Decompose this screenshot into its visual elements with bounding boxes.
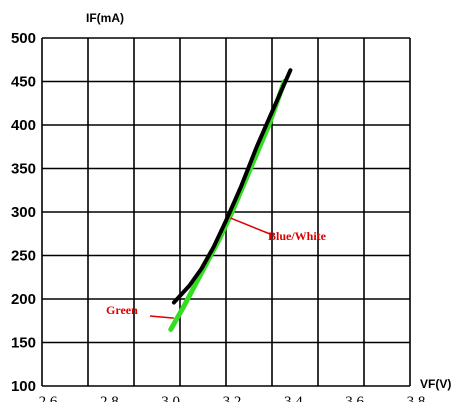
x-tick-label: 3.8 (407, 394, 426, 402)
x-tick-label: 3.2 (223, 394, 242, 402)
annotations: Green Blue/White (106, 217, 327, 319)
y-tick-labels: 100 150 200 250 300 350 400 450 500 (11, 30, 36, 395)
y-tick-label: 100 (11, 378, 36, 395)
annotation-leader-green (149, 315, 174, 319)
annotation-leader-blue-white (230, 217, 271, 235)
x-tick-label: 3.6 (345, 394, 364, 402)
y-tick-label: 300 (11, 204, 36, 221)
x-tick-label: 2.6 (39, 394, 58, 402)
y-tick-label: 250 (11, 248, 36, 265)
x-tick-label: 3.4 (284, 394, 303, 402)
x-axis-label: VF(V) (420, 377, 451, 391)
x-tick-labels: 2.6 2.8 3.0 3.2 3.4 3.6 3.8 (39, 394, 426, 402)
annotation-label-green: Green (106, 303, 138, 317)
grid (41, 37, 411, 387)
series-line-blue-white (171, 68, 293, 305)
x-tick-label: 3.0 (161, 394, 180, 402)
curves (168, 68, 293, 332)
x-tick-label: 2.8 (100, 394, 119, 402)
y-tick-label: 500 (11, 30, 36, 47)
annotation-label-blue-white: Blue/White (268, 229, 327, 243)
y-tick-label: 200 (11, 291, 36, 308)
y-tick-label: 400 (11, 117, 36, 134)
y-tick-label: 450 (11, 74, 36, 91)
y-axis-label: IF(mA) (86, 11, 124, 25)
y-tick-label: 350 (11, 161, 36, 178)
y-tick-label: 150 (11, 335, 36, 352)
